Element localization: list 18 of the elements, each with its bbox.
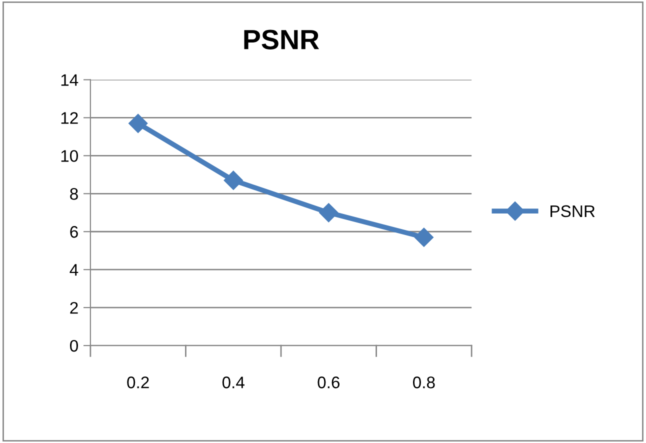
legend-label: PSNR	[550, 205, 595, 218]
point	[128, 114, 148, 133]
y-tick-label: 10	[61, 150, 78, 162]
x-tick-label: 0.8	[413, 376, 435, 388]
y-tick-label: 12	[61, 112, 78, 124]
point	[414, 228, 434, 247]
chart-title: PSNR	[244, 30, 320, 50]
point	[319, 203, 338, 222]
point	[224, 170, 243, 190]
y-tick-label: 6	[70, 226, 78, 238]
y-tick-label: 2	[70, 302, 78, 314]
y-tick-label: 8	[70, 188, 78, 200]
x-tick-label: 0.6	[318, 376, 340, 388]
y-tick-label: 4	[70, 264, 78, 276]
x-tick-label: 0.2	[127, 376, 149, 388]
y-tick-label: 0	[70, 340, 78, 352]
y-tick-label: 14	[61, 74, 78, 86]
x-tick-label: 0.4	[222, 376, 244, 388]
